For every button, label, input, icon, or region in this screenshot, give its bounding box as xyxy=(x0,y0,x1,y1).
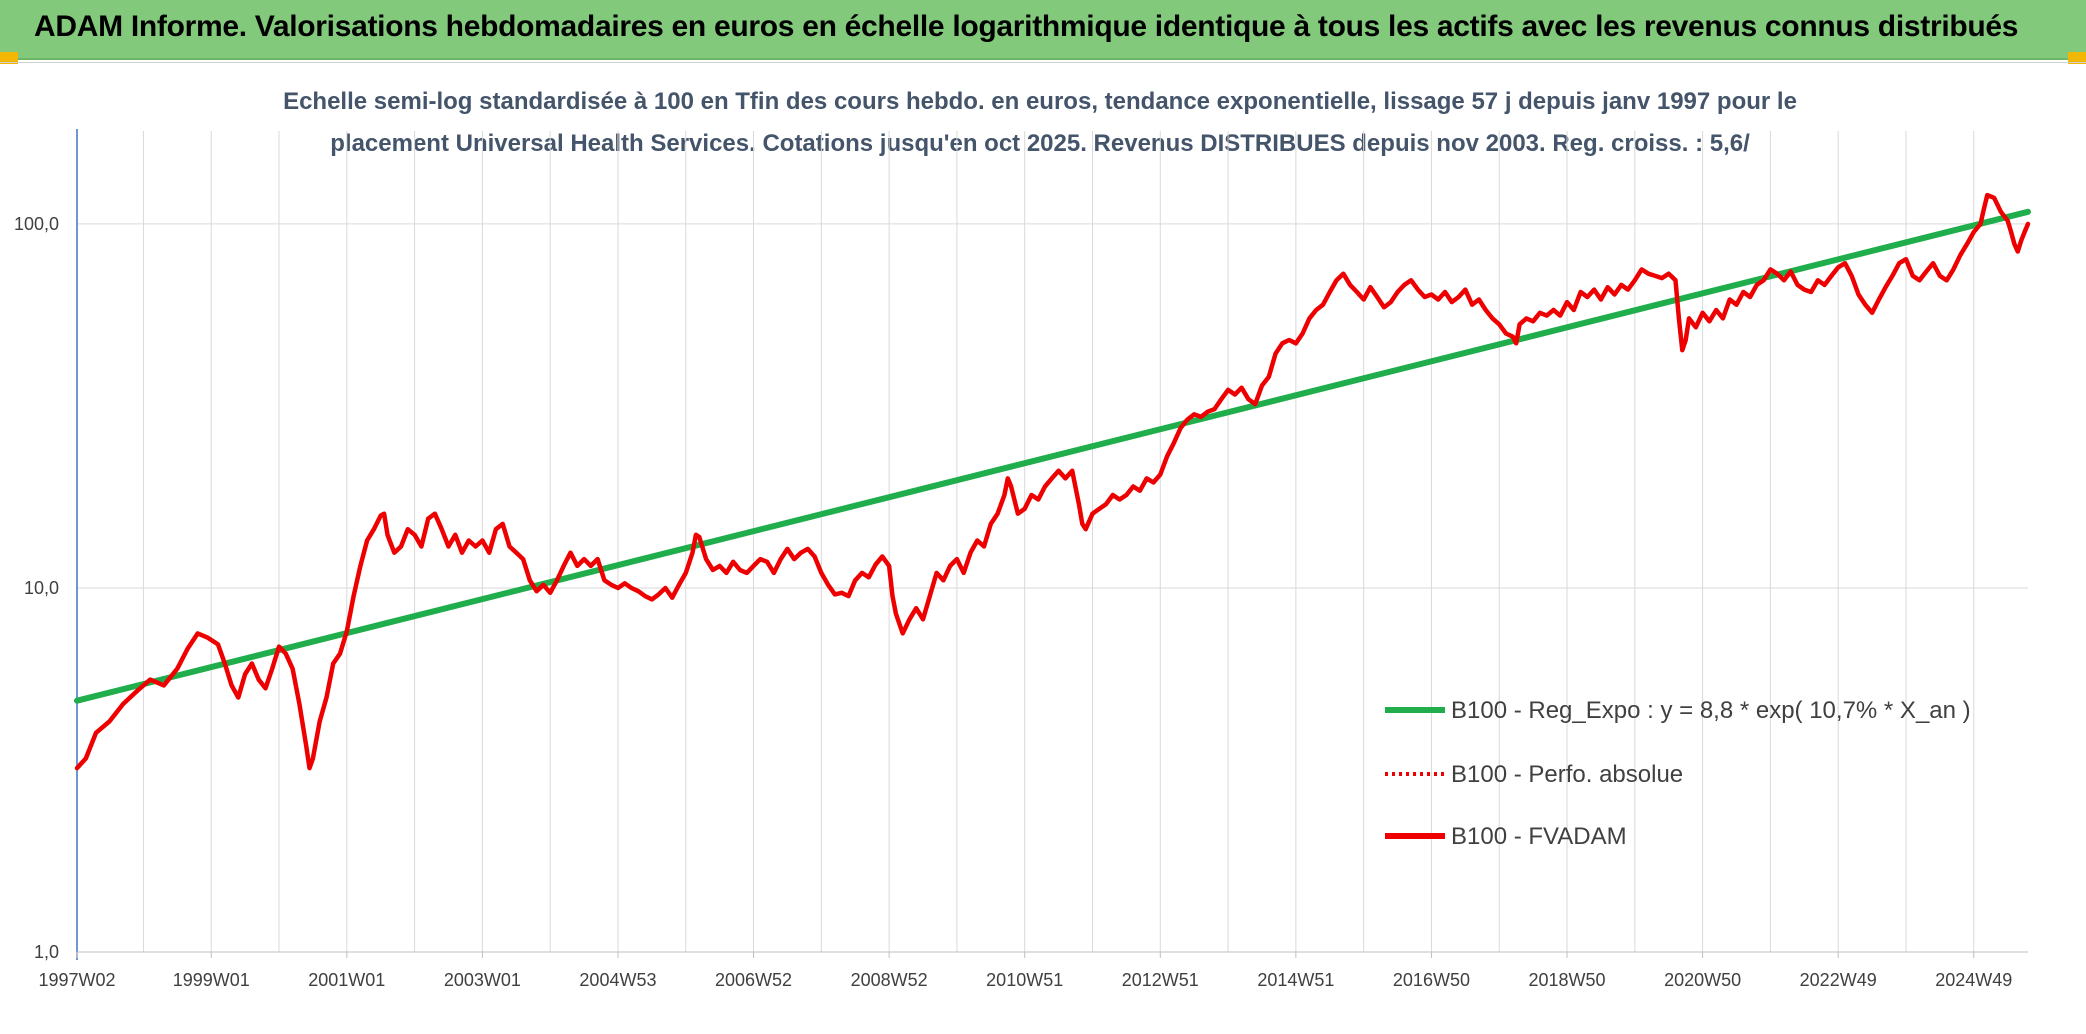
y-tick-label: 1,0 xyxy=(34,942,59,962)
legend-label-fvadam: B100 - FVADAM xyxy=(1451,823,1627,850)
chart-frame: Echelle semi-log standardisée à 100 en T… xyxy=(0,62,2086,1034)
x-tick-label: 2024W49 xyxy=(1935,970,2012,990)
banner: ADAM Informe. Valorisations hebdomadaire… xyxy=(0,0,2086,60)
chart-subtitle-line-2: placement Universal Health Services. Cot… xyxy=(330,130,1750,157)
series-line-trend xyxy=(74,208,2031,704)
chart-svg: Echelle semi-log standardisée à 100 en T… xyxy=(14,88,2031,990)
grid xyxy=(77,131,2028,953)
banner-title: ADAM Informe. Valorisations hebdomadaire… xyxy=(34,10,2019,43)
x-tick-label: 2014W51 xyxy=(1257,970,1334,990)
y-tick-label: 10,0 xyxy=(24,578,59,598)
chart-subtitle-line-1: Echelle semi-log standardisée à 100 en T… xyxy=(283,88,1797,115)
x-tick-label: 2003W01 xyxy=(444,970,521,990)
y-tick-label: 100,0 xyxy=(14,214,59,234)
series-line-fvadam xyxy=(74,192,2031,771)
x-tick-label: 2016W50 xyxy=(1393,970,1470,990)
x-tick-label: 2010W51 xyxy=(986,970,1063,990)
x-tick-label: 2020W50 xyxy=(1664,970,1741,990)
x-tick-label: 1999W01 xyxy=(173,970,250,990)
x-tick-label: 2008W52 xyxy=(851,970,928,990)
legend-label-perfo: B100 - Perfo. absolue xyxy=(1451,761,1683,788)
axes: 1,0 10,0 100,0 1997W02 1999W01 2001W01 2003W01… xyxy=(14,129,2028,990)
x-tick-label: 2004W53 xyxy=(579,970,656,990)
legend-label-trend: B100 - Reg_Expo : y = 8,8 * exp( 10,7% *… xyxy=(1451,697,1971,724)
corner-marker-right xyxy=(2068,52,2086,64)
corner-marker-left xyxy=(0,52,18,64)
x-tick-label: 2001W01 xyxy=(308,970,385,990)
x-tick-label: 2018W50 xyxy=(1528,970,1605,990)
series xyxy=(74,192,2031,771)
x-tick-label: 2022W49 xyxy=(1800,970,1877,990)
x-tick-label: 2006W52 xyxy=(715,970,792,990)
x-tick-label: 2012W51 xyxy=(1122,970,1199,990)
x-tick-label: 1997W02 xyxy=(38,970,115,990)
legend: B100 - Reg_Expo : y = 8,8 * exp( 10,7% *… xyxy=(1385,697,1971,850)
